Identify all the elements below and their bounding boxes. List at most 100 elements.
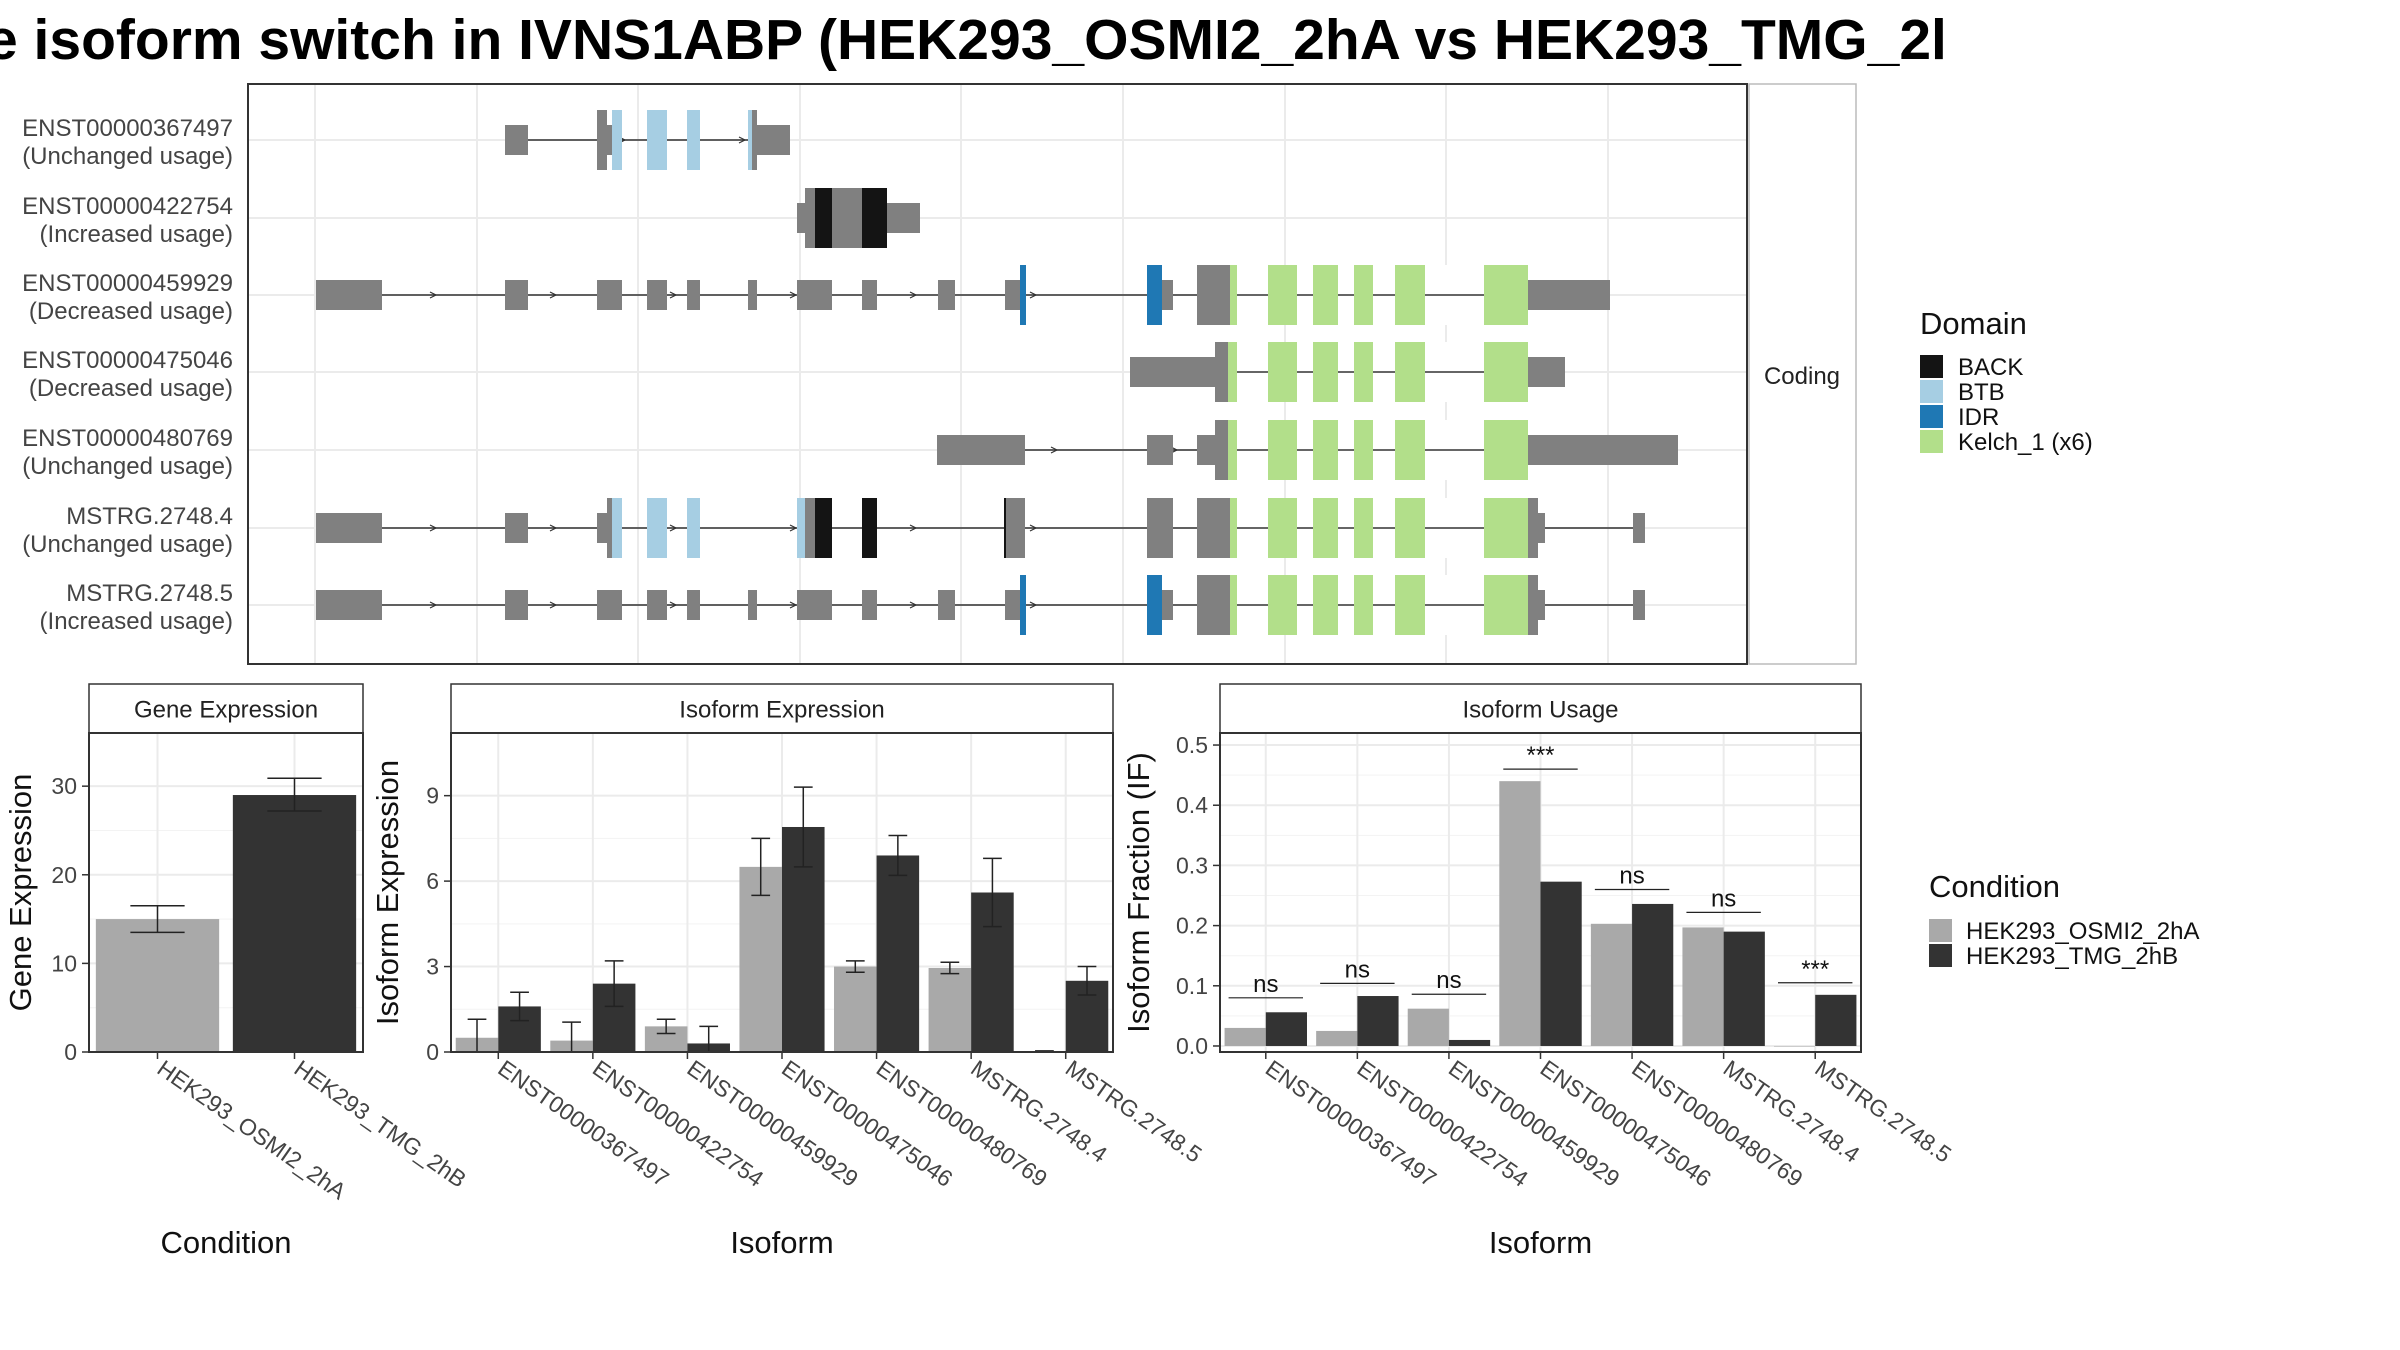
exon [748,590,757,620]
domain-kelch [1484,265,1528,325]
condition-legend-title: Condition [1929,869,2060,904]
exon [316,280,382,310]
exon [1147,435,1173,465]
strand-arrow [909,291,918,299]
y-tick-label: 20 [51,862,77,888]
x-tick-label: ENST00000422754 [588,1055,769,1192]
strand-arrow [1050,446,1059,454]
x-tick-label: ENST00000459929 [683,1055,863,1192]
domain-kelch [1268,420,1297,480]
y-tick-label: 3 [426,954,439,980]
exon [687,280,700,310]
domain-kelch [1313,420,1338,480]
panel-border [88,732,364,1053]
exon [1633,513,1645,543]
domain-kelch [1313,265,1338,325]
domain-kelch [1228,342,1237,402]
domain-kelch [1395,265,1425,325]
x-tick-label: ENST00000367497 [493,1055,673,1192]
strand-arrow [738,136,747,144]
domain-btb [612,110,622,170]
isoform-track-ENST00000422754 [797,188,920,248]
domain-kelch [1313,575,1338,635]
y-tick-label: 30 [51,773,77,799]
exon [597,280,622,310]
domain-kelch [1230,575,1237,635]
bar-MSTRG.2748.4 [928,967,972,1052]
domain-btb [748,110,752,170]
domain-kelch [1484,498,1528,558]
significance-label: *** [1801,956,1829,983]
bar-MSTRG.2748.5 [1774,1045,1816,1047]
strand-arrow [909,524,918,532]
significance-label: ns [1436,967,1461,994]
domain-back [862,498,877,558]
isoform-usage-label: (Unchanged usage) [22,143,233,170]
strand-arrow [1029,524,1038,532]
panel-strip [450,683,1114,734]
domain-idr [1020,575,1026,635]
y-tick-label: 10 [51,950,77,976]
x-tick-label: ENST00000367497 [1261,1055,1441,1192]
exon [1005,590,1022,620]
isoform-usage-label: (Unchanged usage) [22,453,233,480]
strand-arrow [1029,291,1038,299]
exon [862,280,877,310]
isoform-track-MSTRG.2748.5 [316,575,1645,635]
page-title: e isoform switch in IVNS1ABP (HEK293_OSM… [0,8,1947,72]
y-axis-title: Isoform Fraction (IF) [1121,752,1156,1033]
domain-kelch [1395,498,1425,558]
strand-arrow [429,524,438,532]
isoform-expression-panel: Isoform Expression 0 3 6 9 ENST00000367497ENS… [370,683,1207,1260]
bar-ENST00000480769 [1590,923,1633,1046]
panel-strip-label: Gene Expression [134,697,318,724]
exon [505,513,528,543]
panel-strip [88,683,364,734]
domain-btb [612,498,622,558]
isoform-id-label: ENST00000422754 [22,193,233,220]
domain-back [815,188,832,248]
condition-legend-swatch [1929,919,1952,942]
x-axis-title: Isoform [730,1225,833,1260]
domain-kelch [1354,420,1373,480]
exon [1528,498,1538,558]
domain-idr [1020,265,1026,325]
y-tick-label: 9 [426,783,439,809]
panel-strip [1219,683,1862,734]
panel-strip-label: Isoform Expression [679,697,884,724]
strand-arrow [549,524,558,532]
condition-legend-swatch [1929,944,1952,967]
structure-border [247,83,1748,665]
strand-arrow [1029,601,1038,609]
domain-legend-label: BTB [1958,379,2005,406]
domain-legend-swatch [1920,355,1943,378]
isoform-usage-panel: Isoform Usage 0.0 0.1 0.2 0.3 0.4 0.5 ENST00000… [1121,683,1956,1260]
condition-legend-label: HEK293_TMG_2hB [1966,943,2178,970]
y-axis-title: Gene Expression [3,774,38,1012]
exon [862,590,877,620]
domain-back [1004,498,1006,558]
bar-ENST00000480769 [1632,903,1674,1046]
bar-ENST00000422754 [1316,1030,1358,1046]
exon [1197,265,1230,325]
isoform-track-ENST00000480769 [937,420,1678,480]
exon [757,125,790,155]
exon [937,435,1025,465]
exon [316,590,382,620]
bar-ENST00000422754 [1357,996,1399,1046]
y-tick-label: 0.5 [1176,732,1208,758]
exon [1528,357,1565,387]
y-tick-label: 0 [426,1039,439,1065]
isoform-id-label: MSTRG.2748.5 [66,580,233,607]
exon [1197,435,1215,465]
bar-ENST00000475046 [739,866,782,1052]
y-tick-label: 6 [426,868,439,894]
isoform-usage-label: (Increased usage) [40,608,233,635]
domain-legend-swatch [1920,380,1943,403]
bar-MSTRG.2748.4 [1723,931,1765,1046]
condition-legend-label: HEK293_OSMI2_2hA [1966,918,2199,945]
bar-ENST00000480769 [834,966,877,1052]
domain-legend-label: IDR [1958,404,1999,431]
domain-kelch [1313,498,1338,558]
exon [1528,435,1678,465]
